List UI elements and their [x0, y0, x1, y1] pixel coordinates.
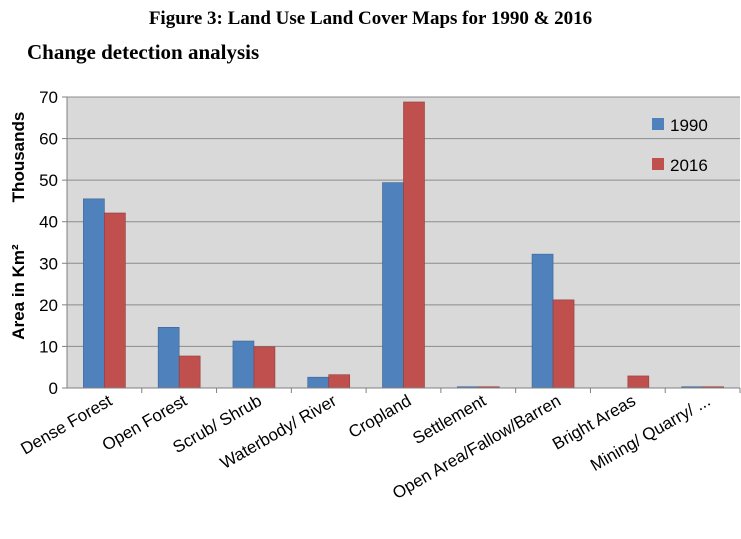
x-tick-label: Cropland — [345, 391, 414, 442]
y-axis-label: Area in Km² — [9, 244, 28, 340]
bar-2016-open-forest — [178, 355, 201, 389]
figure-subtitle: Change detection analysis — [27, 40, 260, 64]
y-tick-label: 70 — [39, 88, 58, 107]
y-tick-label: 0 — [49, 379, 58, 398]
bar-1990-waterbody-river — [307, 376, 330, 389]
bar-2016-cropland — [403, 101, 425, 389]
bars — [83, 101, 724, 389]
bar-2016-open-area-fallow-barren — [552, 299, 575, 389]
figure-title: Figure 3: Land Use Land Cover Maps for 1… — [148, 8, 593, 29]
legend-label-1990: 1990 — [670, 116, 708, 135]
legend-label-2016: 2016 — [670, 156, 708, 175]
y-tick-label: 50 — [39, 171, 58, 190]
y-tick-labels: 0 10 20 30 40 50 60 70 — [39, 88, 67, 398]
bar-2016-dense-forest — [104, 212, 126, 389]
legend-swatch-1990 — [652, 118, 664, 130]
y-axis-unit-label: Thousands — [9, 112, 28, 203]
bar-1990-scrub-shrub — [232, 340, 255, 389]
bar-2016-scrub-shrub — [253, 346, 276, 389]
y-tick-label: 20 — [39, 296, 58, 315]
bar-1990-dense-forest — [83, 198, 105, 389]
legend: 1990 2016 — [652, 116, 708, 175]
y-tick-label: 10 — [39, 337, 58, 356]
bar-1990-open-forest — [157, 327, 180, 389]
y-tick-label: 60 — [39, 130, 58, 149]
x-tick-label: Dense Forest — [18, 391, 116, 459]
legend-swatch-2016 — [652, 158, 664, 170]
y-tick-label: 40 — [39, 213, 58, 232]
bar-1990-open-area-fallow-barren — [531, 253, 554, 389]
y-tick-label: 30 — [39, 254, 58, 273]
bar-2016-waterbody-river — [328, 374, 351, 389]
bar-1990-cropland — [382, 182, 404, 389]
bar-2016-bright-areas — [627, 375, 650, 389]
